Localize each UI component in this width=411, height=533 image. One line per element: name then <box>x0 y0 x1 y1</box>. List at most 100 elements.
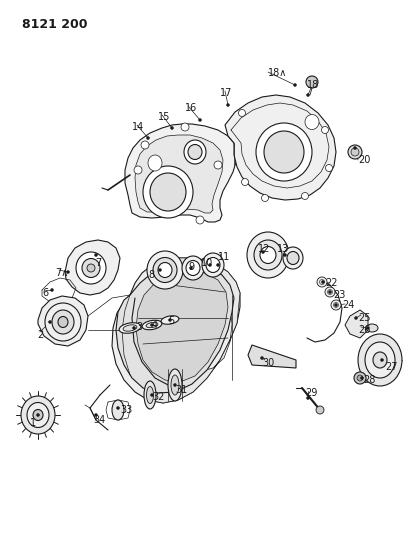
Circle shape <box>355 317 358 319</box>
Circle shape <box>284 254 286 256</box>
Circle shape <box>196 216 204 224</box>
Circle shape <box>326 165 332 172</box>
Ellipse shape <box>143 166 193 218</box>
Polygon shape <box>38 296 88 346</box>
Text: 32: 32 <box>152 392 164 402</box>
Ellipse shape <box>182 256 204 280</box>
Ellipse shape <box>161 316 179 324</box>
Circle shape <box>381 359 383 361</box>
Circle shape <box>171 126 173 130</box>
Circle shape <box>348 145 362 159</box>
Ellipse shape <box>153 257 177 282</box>
Ellipse shape <box>287 252 299 264</box>
Text: 15: 15 <box>158 112 171 122</box>
Ellipse shape <box>373 352 387 368</box>
Circle shape <box>242 179 249 185</box>
Text: 18∧: 18∧ <box>268 68 287 78</box>
Circle shape <box>141 141 149 149</box>
Circle shape <box>51 288 53 292</box>
Circle shape <box>116 407 120 409</box>
Text: 12: 12 <box>258 244 270 254</box>
Circle shape <box>316 406 324 414</box>
Text: 2: 2 <box>37 330 43 340</box>
Ellipse shape <box>283 247 303 269</box>
Circle shape <box>321 126 328 133</box>
Circle shape <box>214 161 222 169</box>
Text: 22: 22 <box>325 278 337 288</box>
Circle shape <box>150 324 153 327</box>
Text: 10: 10 <box>201 258 213 268</box>
Text: 11: 11 <box>218 252 230 262</box>
Polygon shape <box>345 310 368 338</box>
Polygon shape <box>148 258 240 403</box>
Circle shape <box>293 84 296 86</box>
Polygon shape <box>135 135 223 213</box>
Text: 33: 33 <box>120 405 132 415</box>
Circle shape <box>189 266 192 270</box>
Circle shape <box>319 279 325 285</box>
Ellipse shape <box>87 264 95 272</box>
Circle shape <box>169 319 171 321</box>
Ellipse shape <box>147 251 183 289</box>
Circle shape <box>261 357 263 359</box>
Ellipse shape <box>305 115 319 130</box>
Circle shape <box>328 290 332 294</box>
Circle shape <box>367 327 369 329</box>
Text: 14: 14 <box>132 122 144 132</box>
Text: 23: 23 <box>333 290 345 300</box>
Text: 13: 13 <box>277 244 289 254</box>
Circle shape <box>328 289 332 295</box>
Text: 29: 29 <box>305 388 317 398</box>
Circle shape <box>353 147 356 149</box>
Circle shape <box>181 123 189 131</box>
Circle shape <box>95 414 97 416</box>
Ellipse shape <box>247 232 289 278</box>
Text: 3: 3 <box>136 322 142 332</box>
Ellipse shape <box>146 322 158 328</box>
Text: 4: 4 <box>152 320 158 330</box>
Ellipse shape <box>184 140 206 164</box>
Text: 20: 20 <box>358 155 370 165</box>
Text: 8: 8 <box>148 270 154 280</box>
Circle shape <box>354 372 366 384</box>
Polygon shape <box>65 240 120 295</box>
Circle shape <box>317 277 327 287</box>
Text: 1: 1 <box>30 418 36 428</box>
Text: 9: 9 <box>188 262 194 272</box>
Circle shape <box>95 254 97 256</box>
Circle shape <box>173 384 176 386</box>
Text: 25: 25 <box>358 313 370 323</box>
Text: 27: 27 <box>385 362 397 372</box>
Ellipse shape <box>188 144 202 159</box>
Circle shape <box>199 118 201 122</box>
Ellipse shape <box>264 131 304 173</box>
Ellipse shape <box>158 262 172 278</box>
Ellipse shape <box>168 369 182 401</box>
Circle shape <box>325 287 335 297</box>
Ellipse shape <box>21 396 55 434</box>
Circle shape <box>67 271 69 273</box>
Text: 8121 200: 8121 200 <box>22 18 88 31</box>
Ellipse shape <box>52 310 74 334</box>
Ellipse shape <box>112 400 124 420</box>
Circle shape <box>307 93 309 96</box>
Ellipse shape <box>58 317 68 327</box>
Ellipse shape <box>256 123 312 181</box>
Polygon shape <box>116 265 234 393</box>
Ellipse shape <box>202 253 224 277</box>
Text: 31: 31 <box>175 385 187 395</box>
Circle shape <box>351 148 359 156</box>
Text: 18: 18 <box>307 80 319 90</box>
Text: 16: 16 <box>185 103 197 113</box>
Circle shape <box>226 103 229 107</box>
Ellipse shape <box>123 325 137 331</box>
Ellipse shape <box>148 155 162 171</box>
Text: 26: 26 <box>358 325 370 335</box>
Circle shape <box>261 195 268 201</box>
Circle shape <box>217 263 219 266</box>
Circle shape <box>132 327 136 329</box>
Text: 5: 5 <box>168 316 174 326</box>
Circle shape <box>331 300 341 310</box>
Circle shape <box>261 251 265 254</box>
Text: 6: 6 <box>42 288 48 298</box>
